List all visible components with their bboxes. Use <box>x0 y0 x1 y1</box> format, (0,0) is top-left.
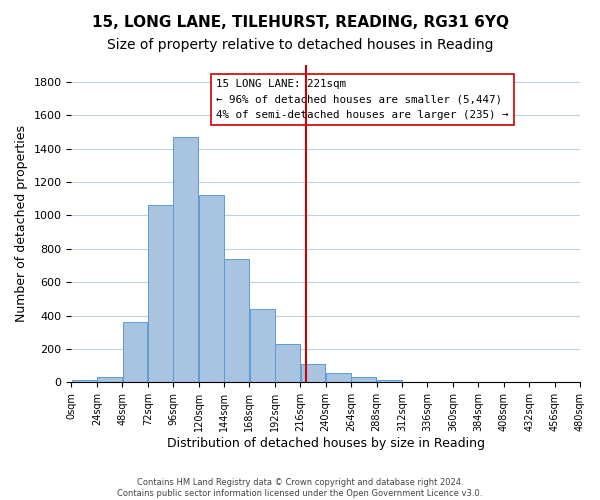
Text: 15, LONG LANE, TILEHURST, READING, RG31 6YQ: 15, LONG LANE, TILEHURST, READING, RG31 … <box>91 15 509 30</box>
Bar <box>326 374 351 382</box>
Bar <box>352 378 376 382</box>
X-axis label: Distribution of detached houses by size in Reading: Distribution of detached houses by size … <box>167 437 485 450</box>
Text: Size of property relative to detached houses in Reading: Size of property relative to detached ho… <box>107 38 493 52</box>
Bar <box>122 322 148 382</box>
Bar <box>71 380 97 382</box>
Bar <box>275 344 300 383</box>
Bar <box>301 364 325 382</box>
Y-axis label: Number of detached properties: Number of detached properties <box>15 125 28 322</box>
Bar <box>250 309 275 382</box>
Bar <box>173 137 198 382</box>
Bar <box>224 259 249 382</box>
Bar <box>377 380 402 382</box>
Bar <box>199 196 224 382</box>
Bar <box>97 376 122 382</box>
Bar <box>148 206 173 382</box>
Text: 15 LONG LANE: 221sqm
← 96% of detached houses are smaller (5,447)
4% of semi-det: 15 LONG LANE: 221sqm ← 96% of detached h… <box>217 80 509 120</box>
Text: Contains HM Land Registry data © Crown copyright and database right 2024.
Contai: Contains HM Land Registry data © Crown c… <box>118 478 482 498</box>
